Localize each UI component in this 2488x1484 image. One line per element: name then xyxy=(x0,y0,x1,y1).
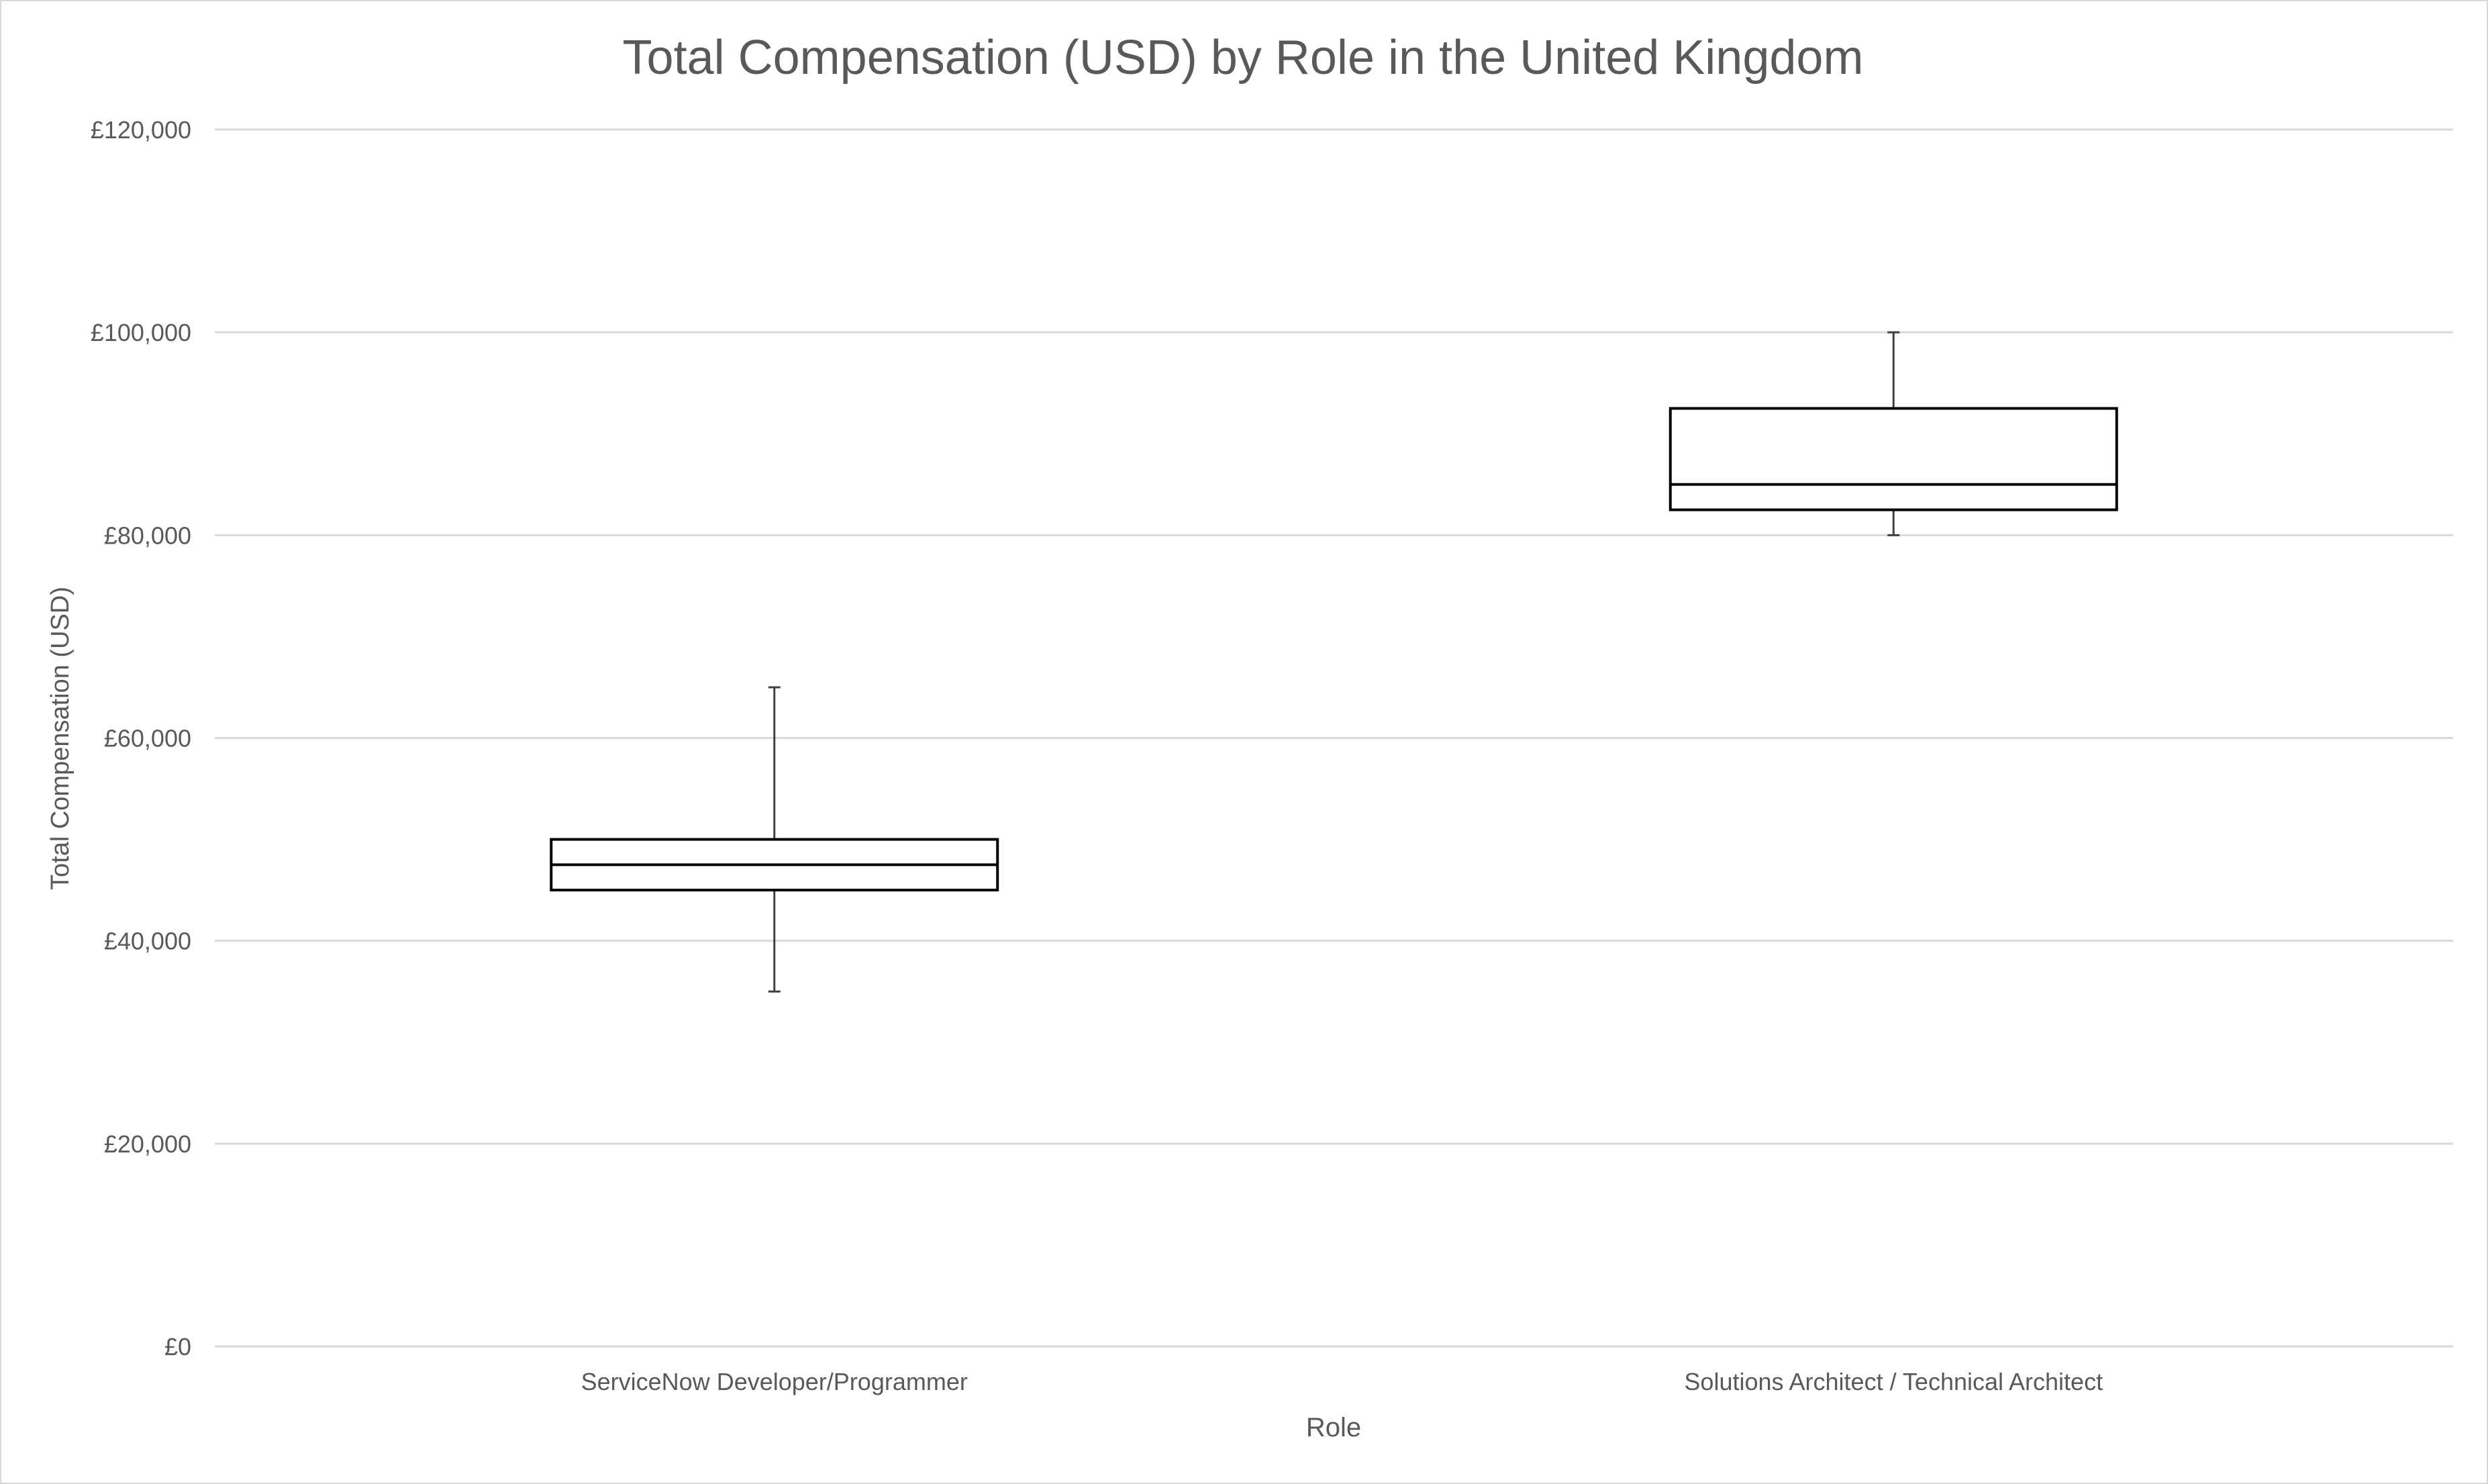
y-axis-title: Total Compensation (USD) xyxy=(46,587,74,890)
y-tick-label: £100,000 xyxy=(91,319,191,346)
boxes xyxy=(550,331,2118,993)
box-1 xyxy=(550,686,999,993)
y-tick-label: £0 xyxy=(164,1333,191,1361)
box-2 xyxy=(1669,331,2118,536)
y-tick-label: £20,000 xyxy=(104,1130,191,1158)
x-axis-title: Role xyxy=(1306,1413,1361,1442)
chart-title: Total Compensation (USD) by Role in the … xyxy=(623,31,1864,85)
y-tick-label: £80,000 xyxy=(104,522,191,549)
x-tick-label: Solutions Architect / Technical Architec… xyxy=(1684,1368,2103,1395)
x-axis-ticks: ServiceNow Developer/Programmer Solutions… xyxy=(581,1368,2103,1395)
y-tick-label: £120,000 xyxy=(91,116,191,144)
y-axis-ticks: £0 £20,000 £40,000 £60,000 £80,000 £100,000 £1… xyxy=(91,116,191,1361)
x-tick-label: ServiceNow Developer/Programmer xyxy=(581,1368,968,1395)
gridlines xyxy=(215,128,2453,1348)
y-tick-label: £60,000 xyxy=(104,725,191,752)
iqr-box xyxy=(1669,407,2118,511)
y-tick-label: £40,000 xyxy=(104,928,191,955)
